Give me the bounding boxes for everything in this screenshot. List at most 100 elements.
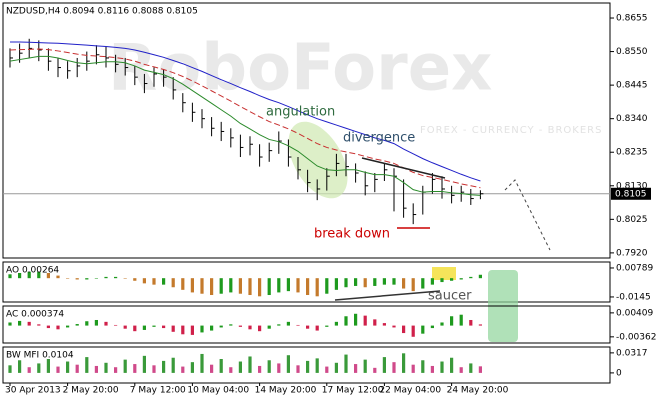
histogram-bar [478,274,482,279]
panel-frame [2,261,611,303]
histogram-bar [286,321,290,326]
histogram-bar [238,278,242,294]
histogram-bar [258,278,262,297]
indicator-title: AC 0.000374 [6,310,64,320]
histogram-bar [94,365,98,373]
annotation: angulation [266,105,335,120]
histogram-bar [152,365,156,373]
histogram-bar [238,361,242,373]
histogram-bar [75,324,79,326]
histogram-bar [411,364,415,373]
y-tick-label: 0.7920 [616,248,648,258]
histogram-bar [104,321,108,326]
histogram-bar [248,278,252,296]
histogram-bar [56,275,60,279]
histogram-bar [114,367,118,373]
histogram-bar [277,363,281,373]
histogram-bar [459,278,463,280]
histogram-bar [469,319,473,326]
histogram-bar [162,360,166,373]
histogram-bar [277,324,281,326]
histogram-bar [363,278,367,288]
histogram-bar [354,278,358,286]
histogram-bar [430,365,434,373]
angulation-zone [288,121,348,199]
histogram-bar [171,357,175,373]
histogram-bar [402,278,406,289]
histogram-bar [392,362,396,373]
y-tick-label: 0.0317 [616,348,648,358]
histogram-bar [123,325,127,329]
x-tick-label: 24 May 20:00 [447,386,509,396]
histogram-bar [181,325,185,335]
histogram-bar [421,278,425,289]
histogram-bar [133,325,137,332]
histogram-bar [344,354,348,373]
histogram-bar [219,325,223,328]
histogram-bar [85,321,89,326]
histogram-bar [315,278,319,297]
panel-frame [2,346,611,384]
histogram-bar [152,325,156,327]
histogram-bar [18,360,22,373]
histogram-bar [219,278,223,294]
watermark: RoboForex [108,32,492,106]
histogram-bar [123,278,127,279]
histogram-bar [181,366,185,373]
histogram-bar [37,363,41,373]
histogram-bar [210,364,214,373]
histogram-bar [334,278,338,290]
histogram-bar [354,364,358,373]
histogram-bar [363,315,367,326]
panel-frame [2,305,611,344]
histogram-bar [325,325,329,327]
histogram-bar [46,359,50,373]
histogram-bar [478,324,482,326]
histogram-bar [66,278,70,279]
histogram-bar [354,313,358,326]
histogram-bar [411,278,415,292]
histogram-bar [325,278,329,294]
histogram-bar [450,278,454,281]
histogram-bar [382,323,386,326]
y-tick-label: 0.8025 [616,215,648,225]
histogram-bar [94,278,98,279]
histogram-bar [27,271,31,279]
moving-average [9,55,481,196]
histogram-bar [190,362,194,373]
histogram-bar [219,359,223,373]
histogram-bar [392,278,396,285]
histogram-bar [363,359,367,373]
histogram-bar [382,278,386,285]
histogram-bar [8,322,12,326]
y-tick-label: 0 [616,368,622,378]
histogram-bar [190,325,194,335]
y-tick-label: 0.8130 [616,181,648,191]
x-tick-label: 2 May 20:00 [63,386,119,396]
histogram-bar [402,353,406,373]
histogram-bar [200,278,204,294]
histogram-bar [18,320,22,326]
x-tick-label: 14 May 20:00 [255,386,317,396]
histogram-bar [85,278,89,280]
histogram-bar [267,278,271,296]
moving-average [10,41,481,182]
histogram-bar [344,316,348,326]
histogram-bar [238,325,242,327]
histogram-bar [306,360,310,373]
histogram-bar [66,361,70,373]
histogram-bar [133,364,137,373]
histogram-bar [334,321,338,326]
histogram-bar [315,325,319,331]
histogram-bar [56,366,60,373]
histogram-bar [133,278,137,281]
histogram-bar [450,357,454,373]
divergence-line [361,157,446,179]
histogram-bar [200,325,204,333]
histogram-bar [248,325,252,330]
annotation: divergence [343,131,415,146]
histogram-bar [296,324,300,326]
histogram-bar [37,324,41,326]
